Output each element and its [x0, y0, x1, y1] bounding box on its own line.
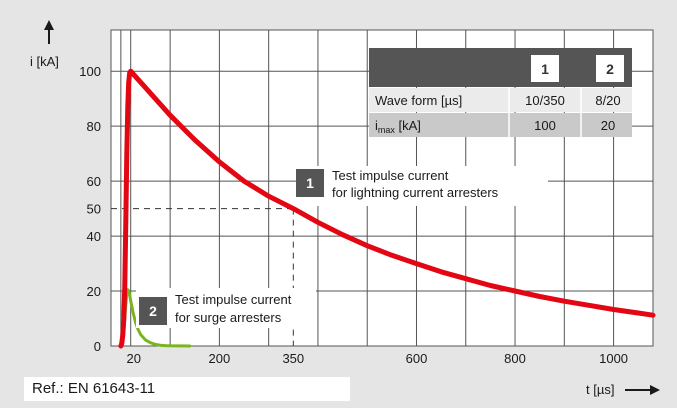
y-axis-label: i [kA]: [30, 54, 59, 69]
y-axis-arrow-head: [44, 20, 54, 30]
x-axis-label: t [µs]: [586, 382, 614, 397]
table-row-1-bg: [369, 88, 632, 112]
annotation-2-badge-label: 2: [149, 303, 157, 319]
annotation-1-badge-label: 1: [306, 175, 314, 191]
annotation-2-line-1: Test impulse current: [175, 292, 292, 307]
x-tick-label: 200: [209, 351, 231, 366]
table-header-2: 2: [606, 61, 614, 77]
series-1-line: [118, 68, 656, 349]
annotation-2-badge: [139, 297, 167, 325]
table-header-cell-2-bg: [596, 55, 624, 82]
table-row-2-label-main: i: [375, 118, 378, 133]
table-header-bar: [369, 48, 632, 87]
table-header-1: 1: [541, 61, 549, 77]
x-axis-arrow-head: [650, 385, 660, 395]
annotation-1-background: [296, 166, 548, 206]
table-row-2-value-2: 20: [601, 118, 615, 133]
y-tick-label: 100: [79, 64, 101, 79]
annotation-1-badge: [296, 169, 324, 197]
annotation-1-line-1: Test impulse current: [332, 168, 449, 183]
table-row-2-bg: [369, 113, 632, 137]
table-row-2-label: imax [kA]: [375, 118, 421, 135]
table-row-1-value-2: 8/20: [595, 93, 620, 108]
series: [118, 68, 656, 349]
y-tick-label: 80: [87, 119, 101, 134]
y-tick-label: 40: [87, 229, 101, 244]
table-row-2-label-sub: max: [378, 125, 396, 135]
table-row-2-label-rest: [kA]: [395, 118, 421, 133]
x-tick-label: 800: [504, 351, 526, 366]
y-tick-label: 20: [87, 284, 101, 299]
table-row-1-value-1: 10/350: [525, 93, 565, 108]
x-tick-label: 1000: [599, 351, 628, 366]
y-tick-label: 50: [87, 202, 101, 217]
y-tick-label: 60: [87, 174, 101, 189]
table-row-1-label: Wave form [µs]: [375, 93, 462, 108]
x-tick-label: 600: [406, 351, 428, 366]
table-header-cell-1-bg: [531, 55, 559, 82]
tick-labels: 20 200 350 600 800 1000 0 20 40 50 60 80 100: [79, 64, 628, 366]
table-row-2-value-1: 100: [534, 118, 556, 133]
y-tick-label: 0: [94, 339, 101, 354]
wave-table: 1 2 Wave form [µs] 10/350 8/20 imax [kA]…: [369, 48, 632, 137]
annotation-2-line-2: for surge arresters: [175, 310, 282, 325]
x-tick-label: 20: [126, 351, 140, 366]
annotation-1-line-2: for lightning current arresters: [332, 185, 499, 200]
x-tick-label: 350: [282, 351, 304, 366]
reference-note: Ref.: EN 61643-11: [24, 377, 350, 401]
